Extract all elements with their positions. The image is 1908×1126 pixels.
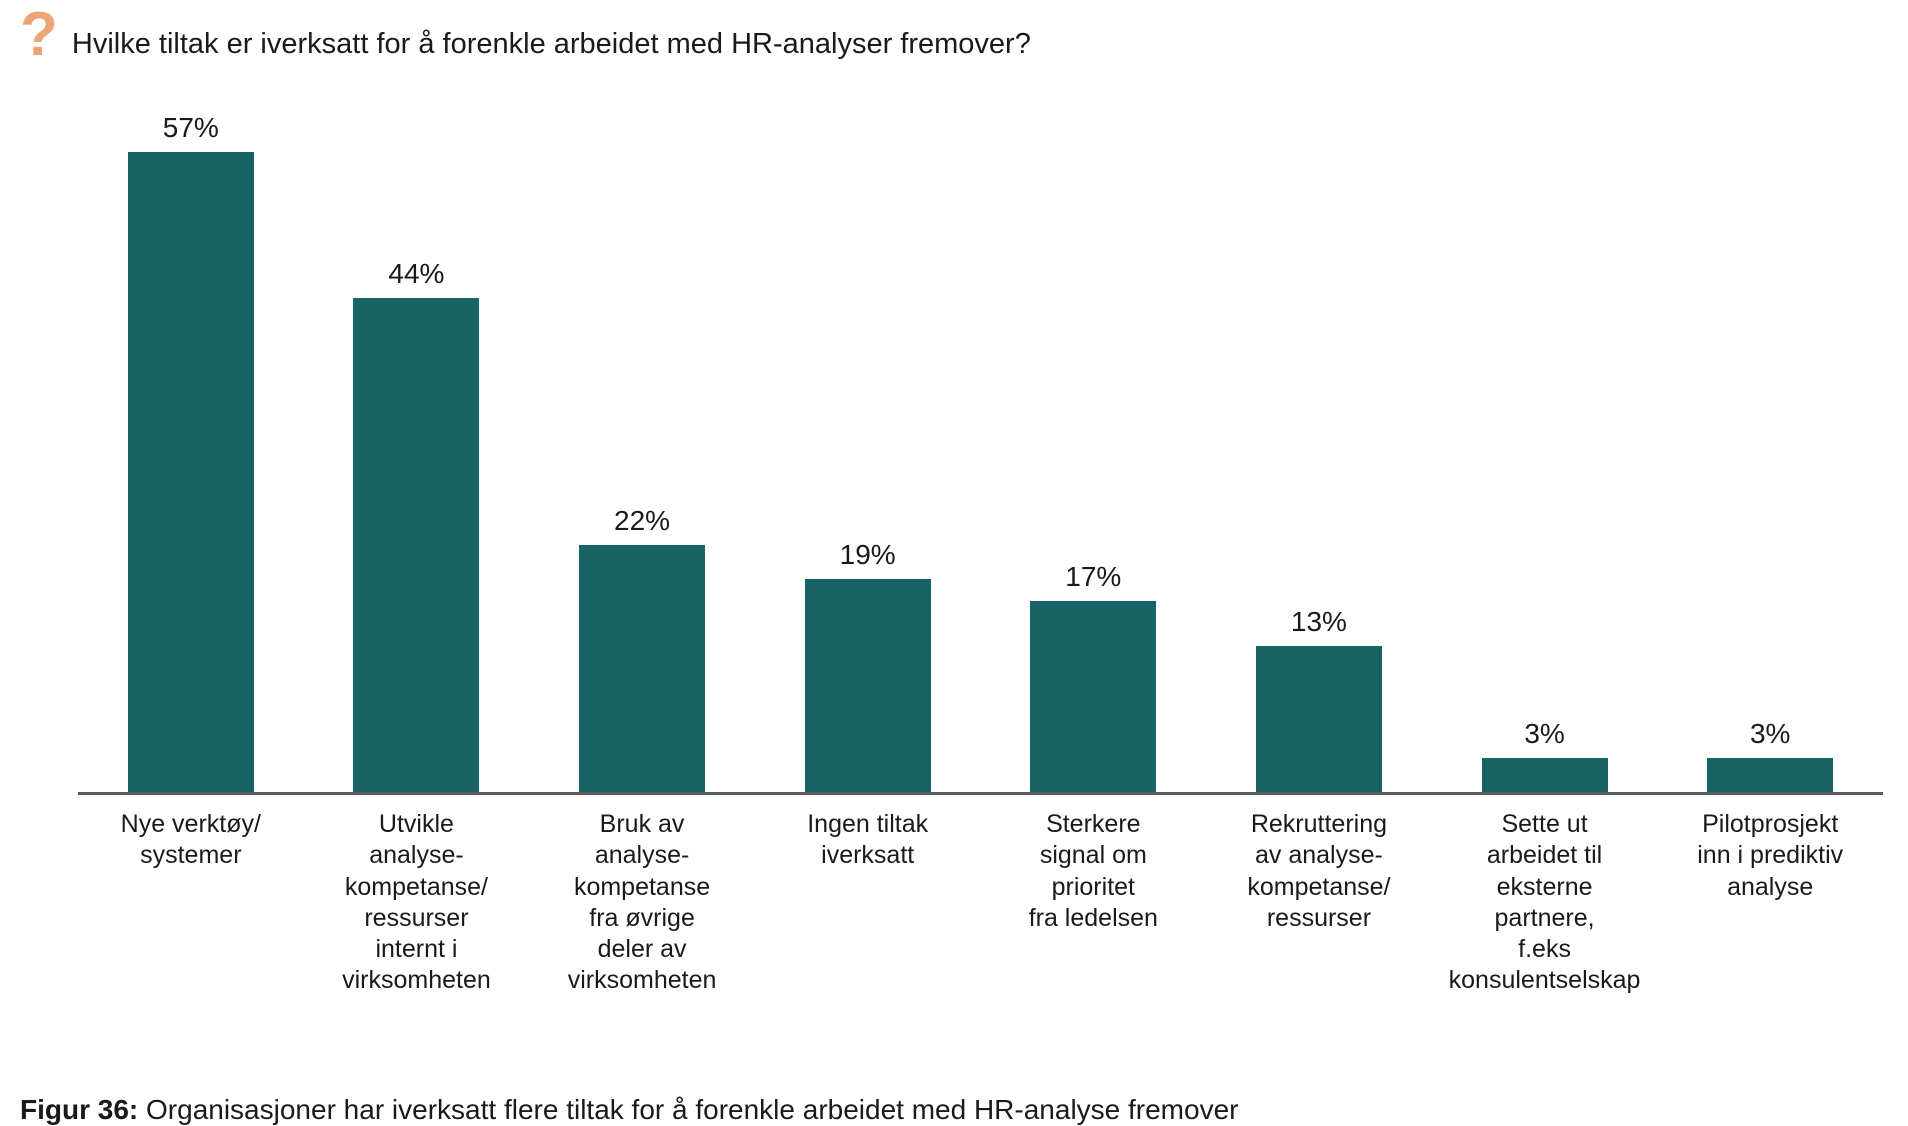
bar-value-label: 22%: [614, 505, 671, 537]
bar: [353, 298, 480, 792]
chart-header: ? Hvilke tiltak er iverksatt for å foren…: [20, 2, 1031, 67]
bar-column: 13%: [1206, 606, 1432, 792]
category-label: Bruk av analyse- kompetanse fra øvrige d…: [567, 810, 717, 995]
bar-column: 57%: [78, 112, 304, 792]
category-label: Ingen tiltak iverksatt: [807, 810, 929, 870]
bar: [1707, 758, 1834, 792]
chart-question-title: Hvilke tiltak er iverksatt for å forenkl…: [71, 28, 1031, 60]
question-mark-icon: ?: [20, 0, 58, 69]
figure-caption-label: Figur 36:: [20, 1094, 139, 1125]
category-label: Pilotprosjekt inn i prediktiv analyse: [1697, 810, 1844, 901]
bar: [1481, 758, 1608, 792]
figure-caption-text: Organisasjoner har iverksatt flere tilta…: [138, 1094, 1239, 1125]
bar-value-label: 57%: [162, 112, 219, 144]
figure-caption: Figur 36: Organisasjoner har iverksatt f…: [20, 1094, 1238, 1126]
category-labels: Nye verktøy/ systemer Utvikle analyse- ko…: [78, 809, 1883, 997]
bar-chart: 57% 44% 22% 19% 17% 13% 3% 3% Nye verktøy/ syst…: [78, 102, 1883, 997]
bar-value-label: 19%: [839, 539, 896, 571]
bar-column: 3%: [1657, 718, 1883, 792]
bar-value-label: 13%: [1290, 606, 1347, 638]
category-label: Nye verktøy/ systemer: [120, 810, 261, 870]
category-label: Utvikle analyse- kompetanse/ ressurser i…: [342, 810, 491, 995]
bar: [579, 545, 706, 792]
bar-value-label: 44%: [388, 258, 445, 290]
bar-column: 17%: [981, 561, 1207, 792]
bar: [804, 579, 931, 792]
bar-value-label: 3%: [1524, 718, 1565, 750]
bar-value-label: 17%: [1065, 561, 1122, 593]
bar-value-label: 3%: [1749, 718, 1791, 750]
bar-column: 3%: [1432, 718, 1658, 792]
bar-column: 44%: [304, 258, 530, 792]
category-label: Sette ut arbeidet til eksterne partnere,…: [1448, 810, 1641, 995]
bar-plot: 57% 44% 22% 19% 17% 13% 3% 3%: [78, 102, 1883, 795]
bar: [1255, 646, 1382, 792]
bar: [1030, 601, 1157, 792]
category-label: Sterkere signal om prioritet fra ledelse…: [1028, 810, 1158, 932]
category-label: Rekruttering av analyse- kompetanse/ res…: [1247, 810, 1391, 932]
bar-column: 19%: [755, 539, 981, 792]
bar: [127, 152, 254, 792]
bar-column: 22%: [529, 505, 755, 792]
